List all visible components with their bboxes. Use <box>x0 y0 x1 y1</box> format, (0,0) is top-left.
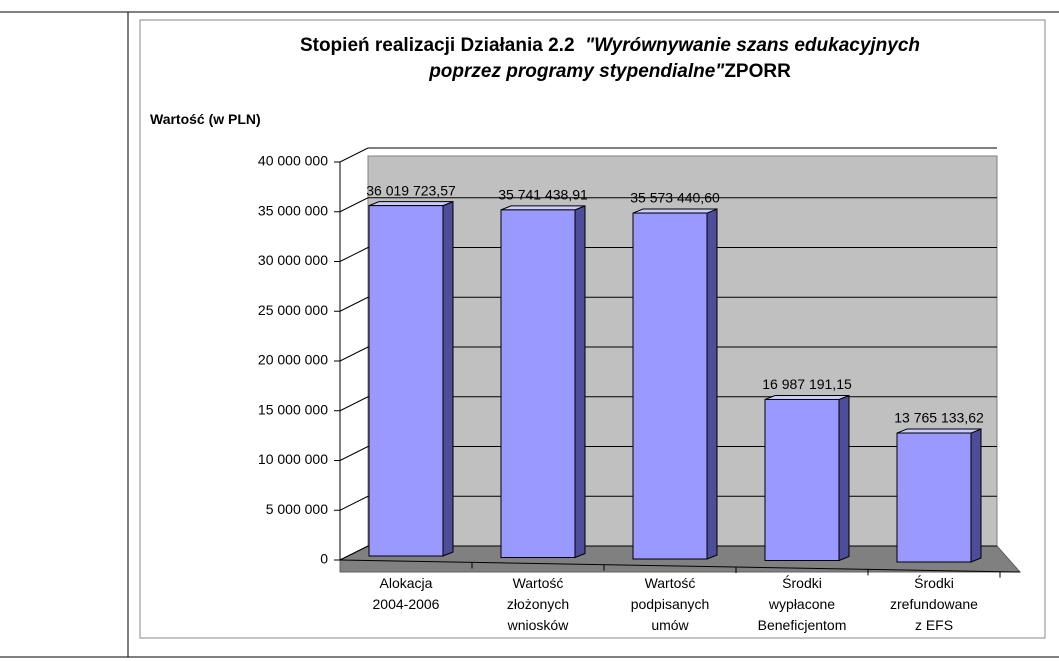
x-tick-label: Środki wypłacone Beneficjentom <box>758 574 847 633</box>
y-tick-label: 5 000 000 <box>266 501 328 517</box>
bar <box>368 205 444 557</box>
bar-side <box>574 205 586 559</box>
value-label: 35 741 438,91 <box>498 187 588 203</box>
title-main: Stopień realizacji Działania 2.2 <box>299 35 575 56</box>
x-tick-label: Wartość złożonych wniosków <box>507 575 570 633</box>
x-tick-label-line: Alokacja <box>380 575 433 591</box>
bar-top <box>632 208 718 214</box>
bar-side <box>442 200 454 557</box>
bar-top <box>896 428 982 434</box>
x-tick-label-line: Wartość <box>513 575 564 591</box>
chart-title: Stopień realizacji Działania 2.2 "Wyrówn… <box>270 33 950 85</box>
y-tick-label: 35 000 000 <box>258 202 328 218</box>
value-label: 36 019 723,57 <box>366 182 456 198</box>
x-tick-label: Wartość podpisanych umów <box>631 575 710 633</box>
x-tick-label-line: Środki <box>782 574 822 591</box>
x-tick-label-line: Środki <box>914 574 954 591</box>
bar <box>632 212 708 560</box>
value-label: 16 987 191,15 <box>762 376 852 392</box>
x-tick-label-line: z EFS <box>915 617 953 633</box>
x-axis <box>339 559 1021 573</box>
bar-top <box>368 201 454 207</box>
y-tick-label: 25 000 000 <box>258 302 328 318</box>
y-tick-label: 15 000 000 <box>258 401 328 417</box>
bar-top <box>764 394 850 400</box>
x-tick-label-line: Wartość <box>645 575 696 591</box>
x-tick-label-line: podpisanych <box>631 596 710 612</box>
x-tick-label-line: umów <box>651 617 689 633</box>
x-tick-label-line: złożonych <box>507 596 569 612</box>
bar <box>764 398 840 561</box>
grid-line <box>339 446 369 461</box>
y-tick-label: 0 <box>320 551 328 567</box>
grid-line <box>339 247 369 262</box>
x-tick-label-line: 2004-2006 <box>373 596 440 612</box>
y-tick-label: 40 000 000 <box>258 153 328 169</box>
grid-line <box>339 495 369 511</box>
x-tick-label: Środki zrefundowane z EFS <box>890 574 978 633</box>
y-tick-label: 20 000 000 <box>258 352 328 368</box>
y-axis-label: Wartość (w PLN) <box>150 111 261 127</box>
x-tick-label-line: Beneficjentom <box>758 617 847 633</box>
x-tick-label-line: zrefundowane <box>890 596 978 612</box>
grid-line <box>339 346 369 362</box>
value-label: 13 765 133,62 <box>894 410 984 426</box>
bar-side <box>838 394 850 562</box>
grid-line <box>339 396 369 412</box>
bar-side <box>706 208 718 560</box>
value-label: 35 573 440,60 <box>630 190 720 206</box>
x-tick-label: Alokacja 2004-2006 <box>373 575 440 612</box>
grid-line <box>339 197 369 213</box>
title-suffix: ZPORR <box>724 61 791 82</box>
chart-frame <box>139 19 1046 639</box>
y-tick-label: 30 000 000 <box>258 252 328 268</box>
title-quote: "Wyrównywanie szans edukacyjnych poprzez… <box>429 35 921 82</box>
bar-side <box>970 428 982 563</box>
grid-line <box>339 545 369 561</box>
bar <box>500 209 576 558</box>
x-tick-label-line: wypłacone <box>768 596 835 612</box>
bar <box>896 432 972 563</box>
y-tick-label: 10 000 000 <box>258 451 328 467</box>
grid-line <box>339 147 369 163</box>
x-tick-label-line: wniosków <box>507 617 570 633</box>
grid-line <box>339 296 369 312</box>
bar-top <box>500 205 586 211</box>
